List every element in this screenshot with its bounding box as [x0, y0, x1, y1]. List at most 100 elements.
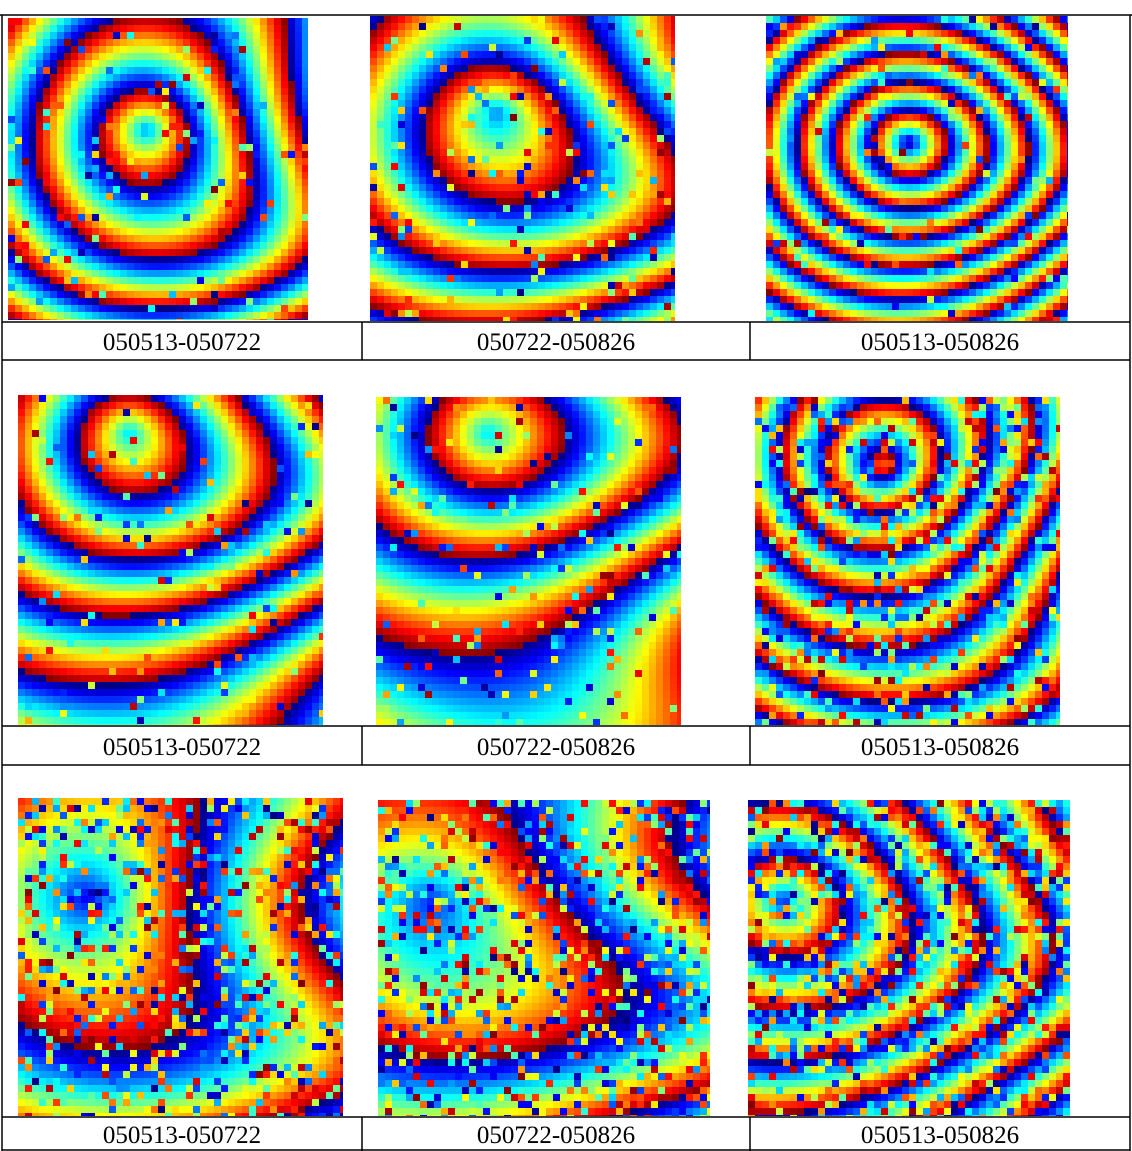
- pixel: [475, 233, 482, 240]
- pixel: [559, 240, 566, 247]
- pixel: [657, 163, 664, 170]
- pixel: [260, 102, 267, 109]
- pixel: [878, 86, 885, 93]
- pixel: [899, 163, 906, 170]
- pixel: [120, 165, 127, 172]
- pixel: [927, 107, 934, 114]
- pixel: [50, 158, 57, 165]
- pixel: [594, 16, 601, 23]
- pixel: [517, 16, 524, 23]
- pixel: [580, 247, 587, 254]
- pixel: [657, 86, 664, 93]
- pixel: [232, 18, 239, 25]
- pixel: [892, 170, 899, 177]
- pixel: [419, 289, 426, 296]
- pixel: [281, 242, 288, 249]
- pixel: [545, 233, 552, 240]
- pixel: [475, 219, 482, 226]
- pixel: [78, 221, 85, 228]
- pixel: [377, 107, 384, 114]
- pixel: [433, 156, 440, 163]
- pixel: [8, 193, 15, 200]
- pixel: [232, 235, 239, 242]
- pixel: [657, 135, 664, 142]
- pixel: [934, 184, 941, 191]
- pixel: [780, 114, 787, 121]
- pixel: [587, 317, 594, 321]
- pixel: [99, 116, 106, 123]
- pixel: [239, 67, 246, 74]
- pixel: [211, 60, 218, 67]
- pixel: [8, 32, 15, 39]
- pixel: [377, 23, 384, 30]
- pixel: [538, 233, 545, 240]
- pixel: [822, 58, 829, 65]
- pixel: [412, 79, 419, 86]
- pixel: [538, 268, 545, 275]
- pixel: [531, 149, 538, 156]
- pixel: [92, 221, 99, 228]
- pixel: [398, 212, 405, 219]
- pixel: [608, 247, 615, 254]
- pixel: [454, 51, 461, 58]
- pixel: [50, 67, 57, 74]
- pixel: [913, 121, 920, 128]
- pixel: [1046, 184, 1053, 191]
- pixel: [510, 163, 517, 170]
- pixel: [190, 39, 197, 46]
- pixel: [253, 277, 260, 284]
- pixel: [190, 242, 197, 249]
- pixel: [302, 200, 308, 207]
- pixel: [503, 310, 510, 317]
- pixel: [489, 191, 496, 198]
- pixel: [169, 172, 176, 179]
- pixel: [766, 107, 773, 114]
- pixel: [1004, 177, 1011, 184]
- pixel: [643, 170, 650, 177]
- pixel: [106, 179, 113, 186]
- pixel: [815, 51, 822, 58]
- pixel: [461, 177, 468, 184]
- pixel: [962, 16, 969, 23]
- pixel: [162, 242, 169, 249]
- pixel: [141, 144, 148, 151]
- pixel: [906, 156, 913, 163]
- pixel: [496, 247, 503, 254]
- pixel: [629, 226, 636, 233]
- pixel: [629, 240, 636, 247]
- pixel: [538, 254, 545, 261]
- pixel: [615, 275, 622, 282]
- pixel: [780, 163, 787, 170]
- pixel: [190, 151, 197, 158]
- pixel: [913, 184, 920, 191]
- pixel: [155, 298, 162, 305]
- pixel: [864, 30, 871, 37]
- pixel: [113, 74, 120, 81]
- pixel: [92, 305, 99, 312]
- pixel: [253, 102, 260, 109]
- pixel: [405, 16, 412, 23]
- pixel: [990, 44, 997, 51]
- pixel: [643, 79, 650, 86]
- pixel: [295, 291, 302, 298]
- pixel: [384, 212, 391, 219]
- pixel: [274, 158, 281, 165]
- pixel: [15, 102, 22, 109]
- pixel: [885, 51, 892, 58]
- pixel: [650, 16, 657, 23]
- pixel: [120, 200, 127, 207]
- pixel: [85, 277, 92, 284]
- pixel: [398, 51, 405, 58]
- pixel: [370, 219, 377, 226]
- pixel: [622, 303, 629, 310]
- pixel: [176, 25, 183, 32]
- pixel: [787, 65, 794, 72]
- pixel: [510, 121, 517, 128]
- pixel: [615, 149, 622, 156]
- pixel: [780, 198, 787, 205]
- pixel: [1004, 58, 1011, 65]
- pixel: [517, 191, 524, 198]
- pixel: [246, 109, 253, 116]
- pixel: [36, 109, 43, 116]
- pixel: [22, 81, 29, 88]
